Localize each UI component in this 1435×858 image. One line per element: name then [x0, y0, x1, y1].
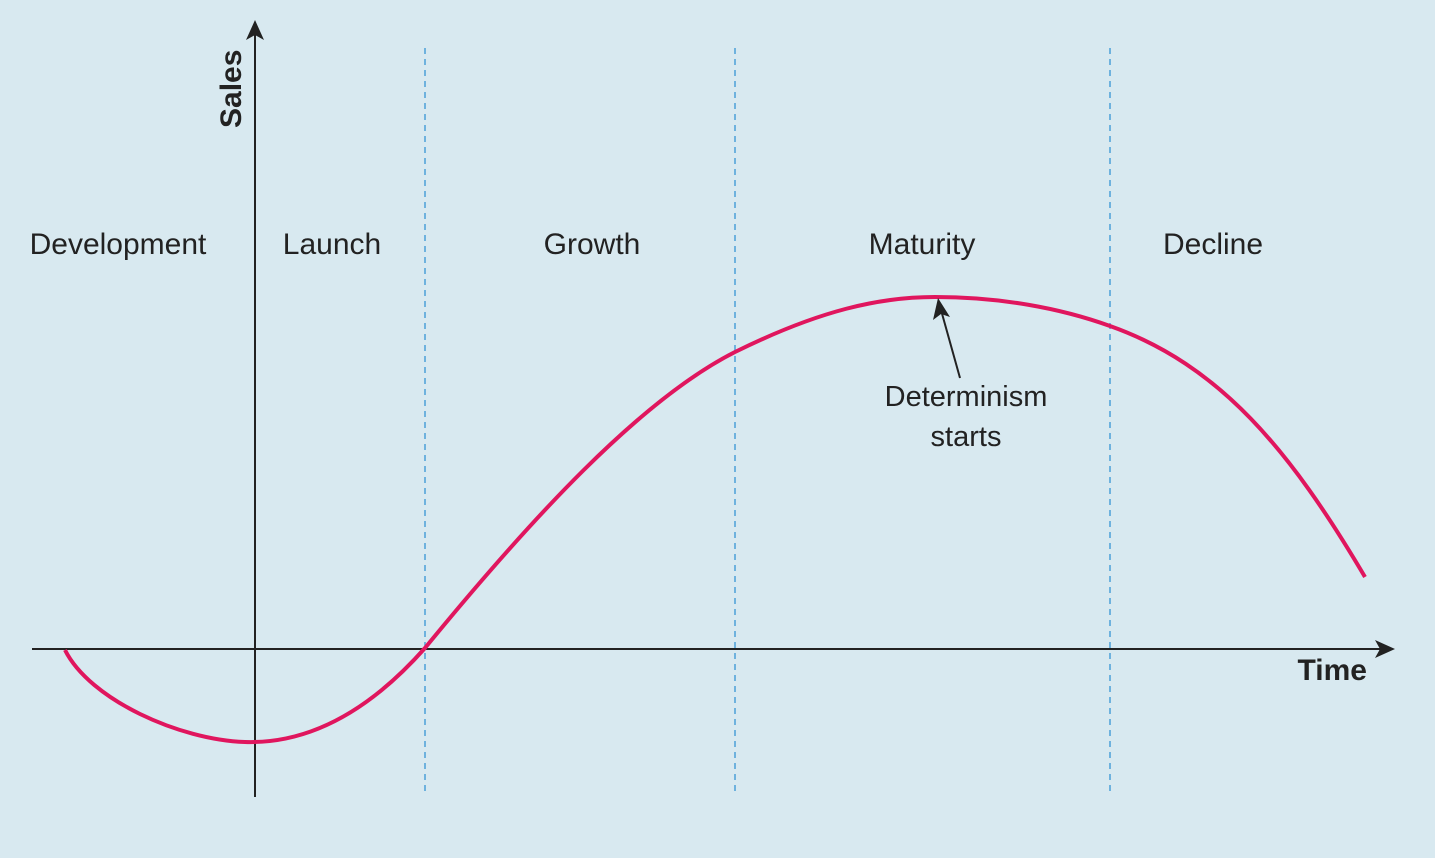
annotation-arrowhead	[933, 298, 950, 320]
stage-label: Decline	[1163, 228, 1263, 261]
stage-label: Launch	[283, 228, 381, 261]
annotation-text: starts	[931, 421, 1002, 453]
annotation-arrow	[940, 309, 961, 379]
stage-label: Growth	[544, 228, 641, 261]
x-axis-arrow	[1375, 640, 1395, 658]
stage-label: Maturity	[869, 228, 976, 261]
stage-label: Development	[30, 228, 207, 261]
life-cycle-curve	[63, 294, 1367, 745]
x-axis-label: Time	[1298, 654, 1367, 687]
y-axis-arrow	[246, 20, 264, 40]
axes	[32, 20, 1395, 797]
stage-dividers	[424, 48, 1111, 792]
annotation-text: Determinism	[885, 381, 1048, 413]
y-axis-label: Sales	[215, 50, 248, 128]
